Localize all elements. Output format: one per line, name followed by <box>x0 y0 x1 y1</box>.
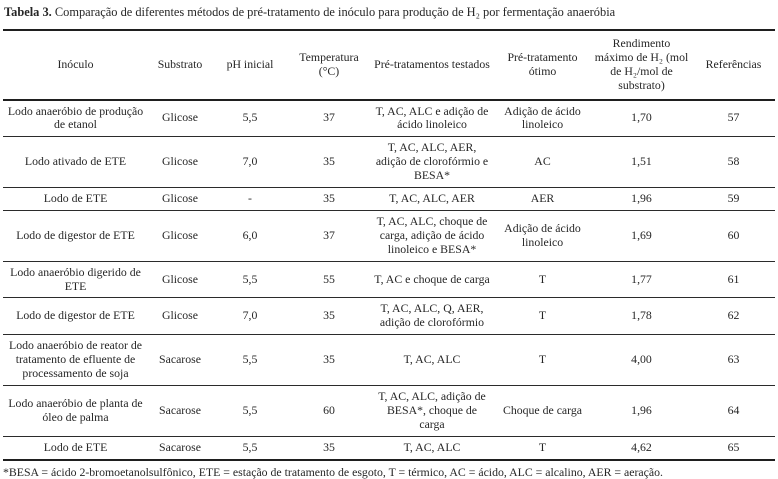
cell-pretratamentos-testados: T, AC, ALC <box>370 334 494 386</box>
cell-pretratamento-otimo: T <box>494 297 591 335</box>
cell-referencia: 57 <box>727 110 740 125</box>
cell-rendimento: 1,70 <box>631 110 652 125</box>
cell-inoculo: Lodo ativado de ETE <box>3 136 148 188</box>
cell-temperatura: 35 <box>288 334 370 386</box>
cell-temperatura: 35 <box>288 435 370 460</box>
cell-pretratamento-otimo: Adição de ácido linoleico <box>494 209 591 262</box>
table-row: Lodo de digestor de ETE Glicose 6,0 37 T… <box>3 209 775 262</box>
cell-referencia: 64 <box>692 385 775 437</box>
cell-pretratamentos-testados: T, AC e choque de carga <box>370 260 494 298</box>
table-row: Lodo de ETE Sacarose 5,5 35 T, AC, ALC T… <box>3 435 775 460</box>
cell-substrato: Glicose <box>148 209 212 262</box>
cell-referencia: 60 <box>692 209 775 262</box>
cell-rendimento: 4,62 <box>591 435 692 460</box>
cell-substrato: Glicose <box>148 297 212 335</box>
cell-pretratamento-otimo: T <box>494 260 591 298</box>
col-header-pretratamentos-testados: Pré-tratamentos testados <box>370 29 494 101</box>
cell-temperatura: 55 <box>288 260 370 298</box>
cell-inoculo: Lodo anaeróbio de reator de tratamento d… <box>3 334 148 386</box>
table-row: Lodo ativado de ETE Glicose 7,0 35 T, AC… <box>3 136 775 188</box>
cell-pretratamentos-testados: T, AC, ALC, Q, AER, adição de clorofórmi… <box>370 297 494 335</box>
cell-temperatura: 35 <box>288 187 370 211</box>
cell-substrato: Glicose <box>148 260 212 298</box>
col-header-substrato: Substrato <box>148 29 212 101</box>
cell-substrato: Sacarose <box>148 435 212 460</box>
col-header-pretratamento-otimo: Pré-tratamento ótimo <box>494 29 591 101</box>
cell-ph: - <box>212 187 288 211</box>
col-header-rendimento-maximo: Rendimento máximo de H₂ (mol de H₂/mol d… <box>591 29 692 101</box>
cell-pretratamentos-testados: T, AC, ALC, AER <box>370 187 494 211</box>
cell-temperatura: 37 <box>323 110 335 125</box>
table-row: Lodo anaeróbio de planta de óleo de palm… <box>3 385 775 437</box>
cell-substrato: Sacarose <box>148 385 212 437</box>
cell-rendimento: 4,00 <box>591 334 692 386</box>
table-caption-text: Comparação de diferentes métodos de pré-… <box>54 5 616 19</box>
col-header-ph-inicial: pH inicial <box>212 29 288 101</box>
cell-pretratamento-otimo: AC <box>494 136 591 188</box>
cell-inoculo: Lodo anaeróbio digerido de ETE <box>3 260 148 298</box>
table-body: Lodo anaeróbio de produção de etanol Gli… <box>3 100 775 460</box>
cell-pretratamentos-testados: T, AC, ALC e adição de ácido linoleico <box>375 103 489 132</box>
cell-rendimento: 1,51 <box>591 136 692 188</box>
cell-substrato: Glicose <box>148 136 212 188</box>
cell-pretratamentos-testados: T, AC, ALC, AER, adição de clorofórmio e… <box>370 136 494 188</box>
table-header: Inóculo Substrato pH inicial Temperatura… <box>3 29 775 101</box>
table-row: Lodo de digestor de ETE Glicose 7,0 35 T… <box>3 297 775 335</box>
cell-rendimento: 1,96 <box>591 187 692 211</box>
col-header-referencias: Referências <box>692 29 775 101</box>
cell-referencia: 63 <box>692 334 775 386</box>
table-row: Lodo de ETE Glicose - 35 T, AC, ALC, AER… <box>3 187 775 211</box>
cell-ph: 5,5 <box>212 435 288 460</box>
cell-rendimento: 1,69 <box>591 209 692 262</box>
header-row: Inóculo Substrato pH inicial Temperatura… <box>3 29 775 101</box>
cell-temperatura: 35 <box>288 297 370 335</box>
cell-ph: 6,0 <box>212 209 288 262</box>
cell-inoculo: Lodo de ETE <box>3 187 148 211</box>
cell-inoculo: Lodo de digestor de ETE <box>3 209 148 262</box>
table-footnote: *BESA = ácido 2-bromoetanolsulfônico, ET… <box>3 464 663 479</box>
cell-rendimento: 1,78 <box>591 297 692 335</box>
cell-substrato: Glicose <box>148 187 212 211</box>
comparison-table: Inóculo Substrato pH inicial Temperatura… <box>3 28 775 461</box>
cell-pretratamento-otimo: AER <box>494 187 591 211</box>
cell-pretratamentos-testados: T, AC, ALC, adição de BESA*, choque de c… <box>370 385 494 437</box>
cell-referencia: 58 <box>692 136 775 188</box>
table-caption-label: Tabela 3. <box>4 5 52 19</box>
cell-pretratamento-otimo: Adição de ácido linoleico <box>504 103 581 132</box>
cell-ph: 5,5 <box>212 334 288 386</box>
cell-temperatura: 37 <box>288 209 370 262</box>
cell-ph: 7,0 <box>212 297 288 335</box>
table-row: Lodo anaeróbio de reator de tratamento d… <box>3 334 775 386</box>
cell-inoculo: Lodo anaeróbio de produção de etanol <box>7 103 144 132</box>
cell-pretratamentos-testados: T, AC, ALC <box>370 435 494 460</box>
cell-pretratamentos-testados: T, AC, ALC, choque de carga, adição de á… <box>370 209 494 262</box>
col-header-inoculo: Inóculo <box>3 29 148 101</box>
cell-pretratamento-otimo: Choque de carga <box>494 385 591 437</box>
col-header-temperatura: Temperatura (°C) <box>288 29 370 101</box>
cell-ph: 5,5 <box>242 110 258 125</box>
cell-rendimento: 1,77 <box>591 260 692 298</box>
cell-inoculo: Lodo de ETE <box>3 435 148 460</box>
cell-ph: 7,0 <box>212 136 288 188</box>
cell-ph: 5,5 <box>212 385 288 437</box>
cell-inoculo: Lodo de digestor de ETE <box>3 297 148 335</box>
cell-temperatura: 60 <box>288 385 370 437</box>
cell-temperatura: 35 <box>288 136 370 188</box>
cell-referencia: 61 <box>692 260 775 298</box>
cell-pretratamento-otimo: T <box>494 334 591 386</box>
table-row: Lodo anaeróbio digerido de ETE Glicose 5… <box>3 260 775 298</box>
cell-ph: 5,5 <box>212 260 288 298</box>
cell-rendimento: 1,96 <box>591 385 692 437</box>
cell-substrato: Sacarose <box>148 334 212 386</box>
cell-substrato: Glicose <box>161 110 199 125</box>
cell-referencia: 62 <box>692 297 775 335</box>
cell-inoculo: Lodo anaeróbio de planta de óleo de palm… <box>3 385 148 437</box>
cell-pretratamento-otimo: T <box>494 435 591 460</box>
table-caption: Tabela 3. Comparação de diferentes métod… <box>0 5 778 20</box>
table-row: Lodo anaeróbio de produção de etanol Gli… <box>3 100 775 137</box>
cell-referencia: 59 <box>692 187 775 211</box>
cell-referencia: 65 <box>692 435 775 460</box>
